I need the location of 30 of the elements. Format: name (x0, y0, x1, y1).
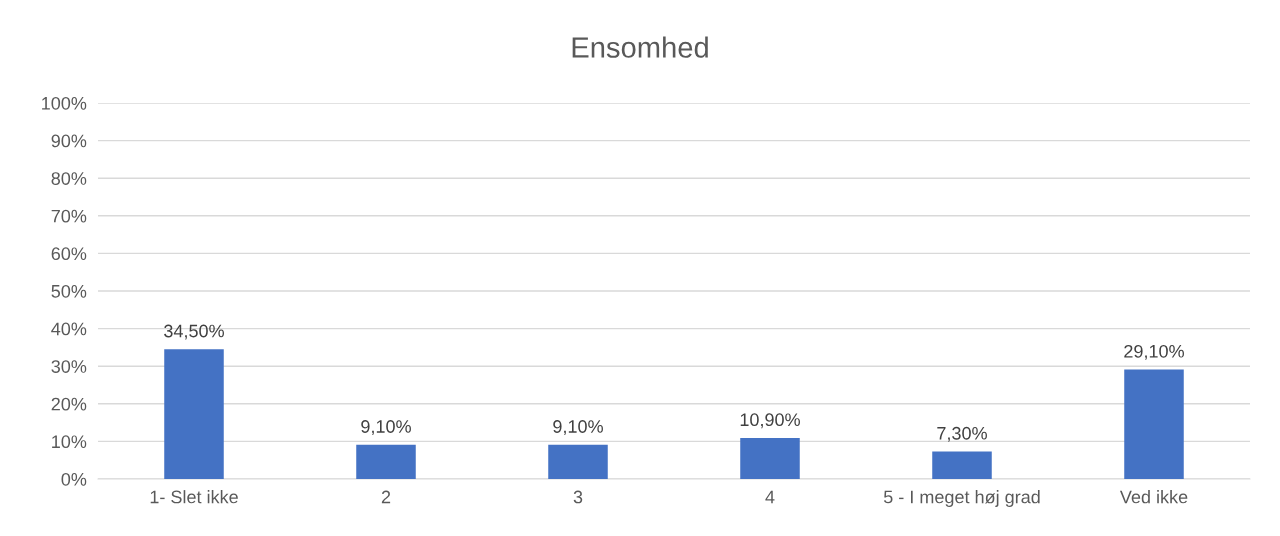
data-label: 7,30% (937, 426, 987, 442)
y-tick-label: 80% (51, 172, 87, 185)
y-tick-label: 0% (61, 472, 87, 486)
y-tick-label: 30% (51, 360, 87, 373)
data-label: 10,90% (740, 413, 800, 429)
data-label: 29,10% (1124, 344, 1184, 360)
data-label: 9,10% (553, 420, 603, 436)
x-tick-label: 3 (573, 490, 583, 504)
x-tick-label: 5 - I meget høj grad (883, 490, 1040, 507)
x-tick-label: 1- Slet ikke (150, 490, 238, 504)
data-label: 9,10% (361, 420, 411, 436)
bar (740, 438, 800, 479)
y-tick-label: 100% (42, 96, 87, 110)
y-tick-label: 50% (51, 284, 87, 298)
bar (1124, 369, 1184, 479)
x-tick-label: Ved ikke (1119, 490, 1188, 504)
y-tick-label: 90% (51, 134, 87, 148)
data-label: 34,50% (164, 324, 224, 340)
y-tick-label: 20% (51, 397, 87, 411)
chart-title: Ensomhed (572, 36, 708, 58)
y-tick-label: 40% (51, 322, 87, 336)
bar (548, 444, 608, 479)
y-tick-label: 60% (51, 247, 87, 261)
x-tick-label: 2 (381, 490, 391, 504)
y-tick-label: 70% (51, 209, 87, 223)
bar (356, 444, 416, 479)
x-tick-label: 4 (765, 490, 775, 504)
bar (164, 349, 224, 479)
bar (932, 451, 992, 479)
y-tick-label: 10% (52, 435, 87, 449)
